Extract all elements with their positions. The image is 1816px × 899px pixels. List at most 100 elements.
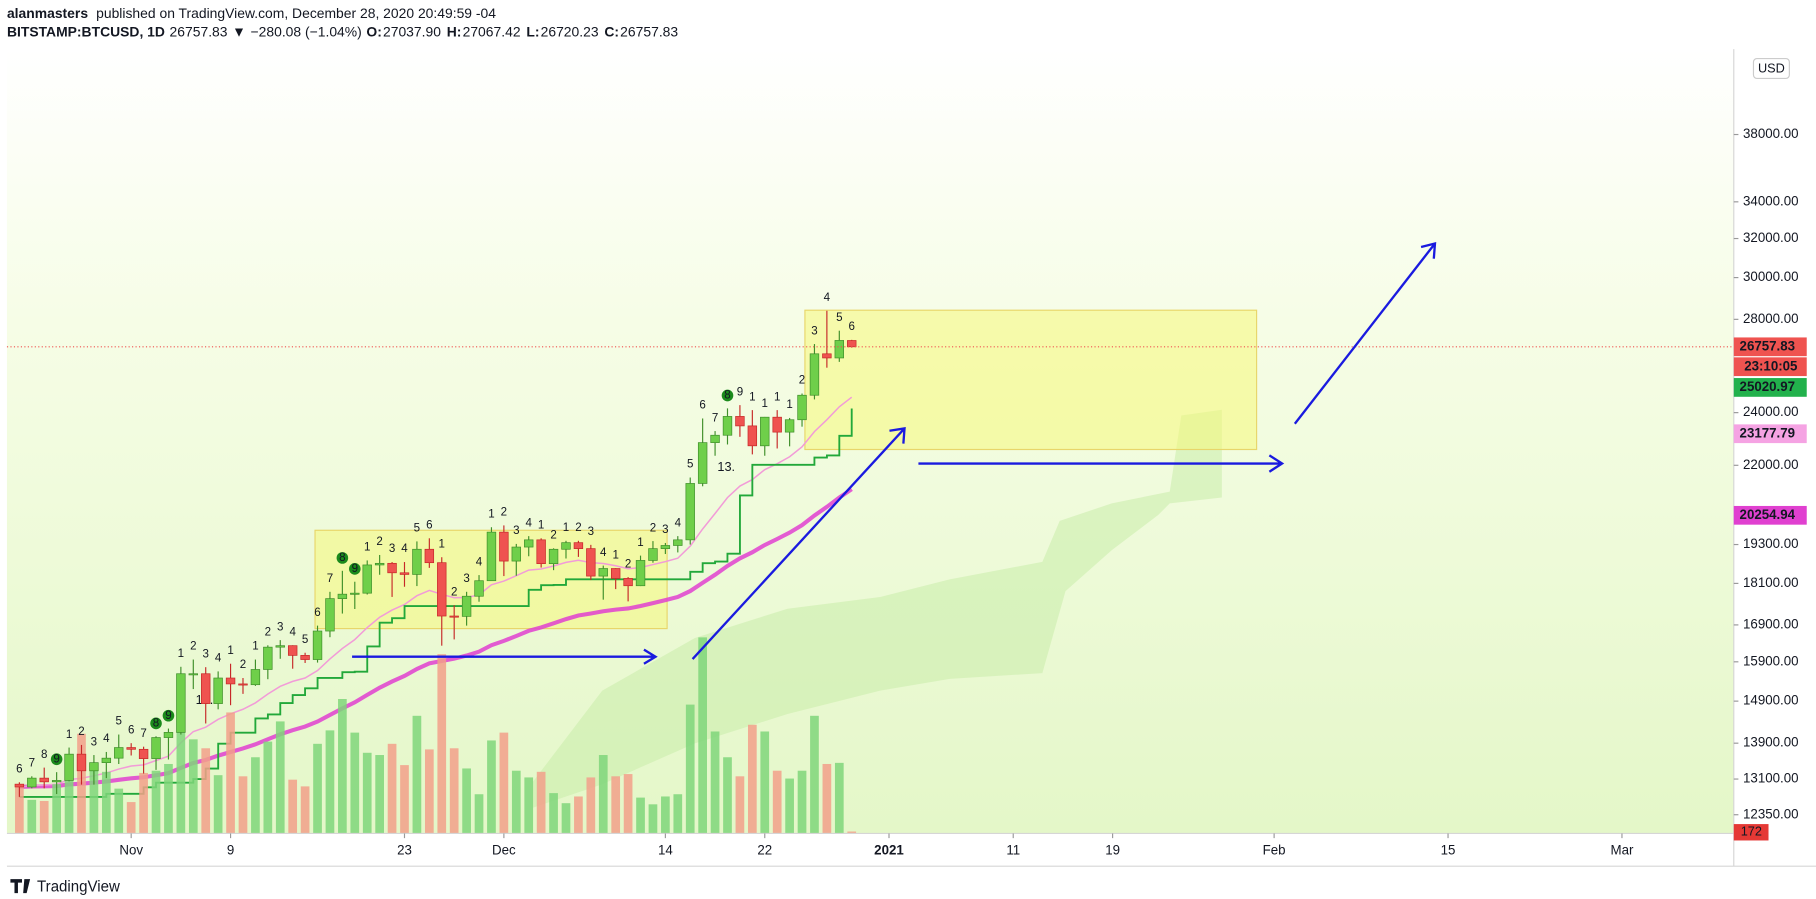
x-tick-label: 23 — [397, 842, 412, 857]
setup-count: 2 — [190, 640, 196, 653]
setup-count: 9 — [165, 709, 171, 722]
currency-box[interactable] — [1752, 57, 1790, 80]
y-tick-label: 30000.00 — [1743, 269, 1798, 284]
setup-count: 3 — [389, 542, 395, 555]
ohlc-value: 26720.23 — [541, 23, 599, 39]
volume-bar — [462, 768, 471, 834]
volume-bar — [300, 786, 310, 834]
candle-body — [586, 548, 596, 577]
setup-count: 2 — [625, 557, 631, 570]
candle-body — [312, 630, 323, 660]
setup-count: 6 — [426, 518, 432, 531]
setup-count: 4 — [215, 652, 222, 665]
setup-count: 4 — [401, 542, 408, 555]
candle-body — [300, 655, 310, 660]
candle-body — [14, 783, 25, 788]
currency[interactable]: USD — [1758, 60, 1785, 75]
volume-bar — [685, 704, 695, 834]
x-tick-label: 9 — [227, 842, 234, 857]
candle-body — [449, 615, 459, 618]
volume-bar — [275, 721, 285, 834]
candle-body — [250, 669, 261, 686]
volume-bar — [586, 777, 596, 834]
candle-body — [399, 572, 410, 575]
volume-bar — [536, 771, 546, 834]
setup-count: 9 — [737, 385, 743, 398]
volume-bar — [847, 831, 857, 834]
price-label: 26757.83 — [1740, 338, 1795, 353]
candle-body — [660, 545, 671, 549]
y-tick-label: 24000.00 — [1743, 404, 1798, 419]
candle-body — [76, 753, 87, 772]
candle-body — [834, 340, 844, 359]
arrow — [1293, 241, 1437, 425]
header-field: BITSTAMP:BTCUSD, 1D — [7, 23, 165, 39]
y-tick-label: 18100.00 — [1743, 575, 1798, 590]
candle-body — [511, 546, 521, 562]
candle-body — [412, 548, 422, 575]
candle-body — [287, 645, 298, 656]
volume-bar — [251, 757, 260, 834]
setup-count: 1 — [774, 390, 780, 403]
volume-bar — [511, 770, 521, 834]
setup-count: 8 — [41, 748, 47, 761]
candle-body — [635, 560, 646, 587]
ohlc-label: H: — [447, 23, 462, 39]
arrows — [352, 241, 1437, 665]
y-tick-label: 38000.00 — [1743, 126, 1798, 141]
candle-body — [486, 531, 497, 582]
y-tick-label: 22000.00 — [1743, 457, 1798, 472]
volume-bar — [114, 788, 124, 834]
candle-body — [89, 762, 99, 772]
candle-body — [735, 416, 745, 427]
volume-bar — [449, 748, 459, 834]
setup-marker — [336, 552, 349, 564]
volume-bar — [636, 797, 645, 834]
volume-bar — [598, 755, 608, 834]
volume-bar — [822, 763, 832, 834]
volume-bar — [648, 804, 658, 834]
candle-body — [126, 747, 136, 750]
setup-count: 6 — [16, 762, 22, 775]
candle-body — [437, 562, 447, 617]
brand: TradingView — [37, 878, 120, 895]
setup-count: 9 — [53, 752, 59, 765]
volume-bar — [213, 775, 223, 834]
volume-bar — [661, 796, 670, 834]
candle-body — [424, 548, 435, 564]
logo — [10, 879, 31, 894]
candle-body — [101, 757, 112, 763]
y-tick-label: 15900.00 — [1743, 653, 1798, 668]
candle-body — [163, 732, 174, 738]
setup-count: 3 — [91, 735, 97, 748]
setup-count: 1 — [749, 390, 755, 403]
candle-body — [39, 777, 49, 783]
candle-body — [263, 646, 273, 670]
candle-body — [847, 340, 857, 348]
volume-bar — [27, 799, 37, 834]
setup-count: 1 — [612, 548, 618, 561]
header-field: −280.08 (−1.04%) — [251, 23, 362, 39]
volume-bar — [101, 771, 111, 834]
candle-body — [697, 442, 708, 484]
volume-bar — [437, 654, 447, 834]
setup-count: 4 — [526, 516, 533, 529]
setup-count: 1 — [786, 398, 792, 411]
setup-count: 4 — [675, 516, 682, 529]
countdown-count: 13. — [717, 459, 735, 474]
setup-count: 1 — [488, 507, 494, 520]
volume-bar — [226, 712, 235, 834]
x-tick-label: Nov — [119, 842, 143, 857]
y-tick-label: 14900.00 — [1743, 693, 1798, 708]
setup-count: 2 — [650, 521, 656, 534]
candle-body — [561, 542, 571, 550]
setup-marker — [721, 389, 734, 402]
x-tick-label: Mar — [1611, 842, 1634, 857]
setup-count: 3 — [203, 647, 209, 660]
ohlc-label: C: — [604, 23, 619, 39]
setup-count: 2 — [575, 521, 581, 534]
price-label: 20254.94 — [1740, 507, 1796, 522]
candle-body — [722, 416, 733, 436]
volume-bar — [810, 715, 819, 834]
